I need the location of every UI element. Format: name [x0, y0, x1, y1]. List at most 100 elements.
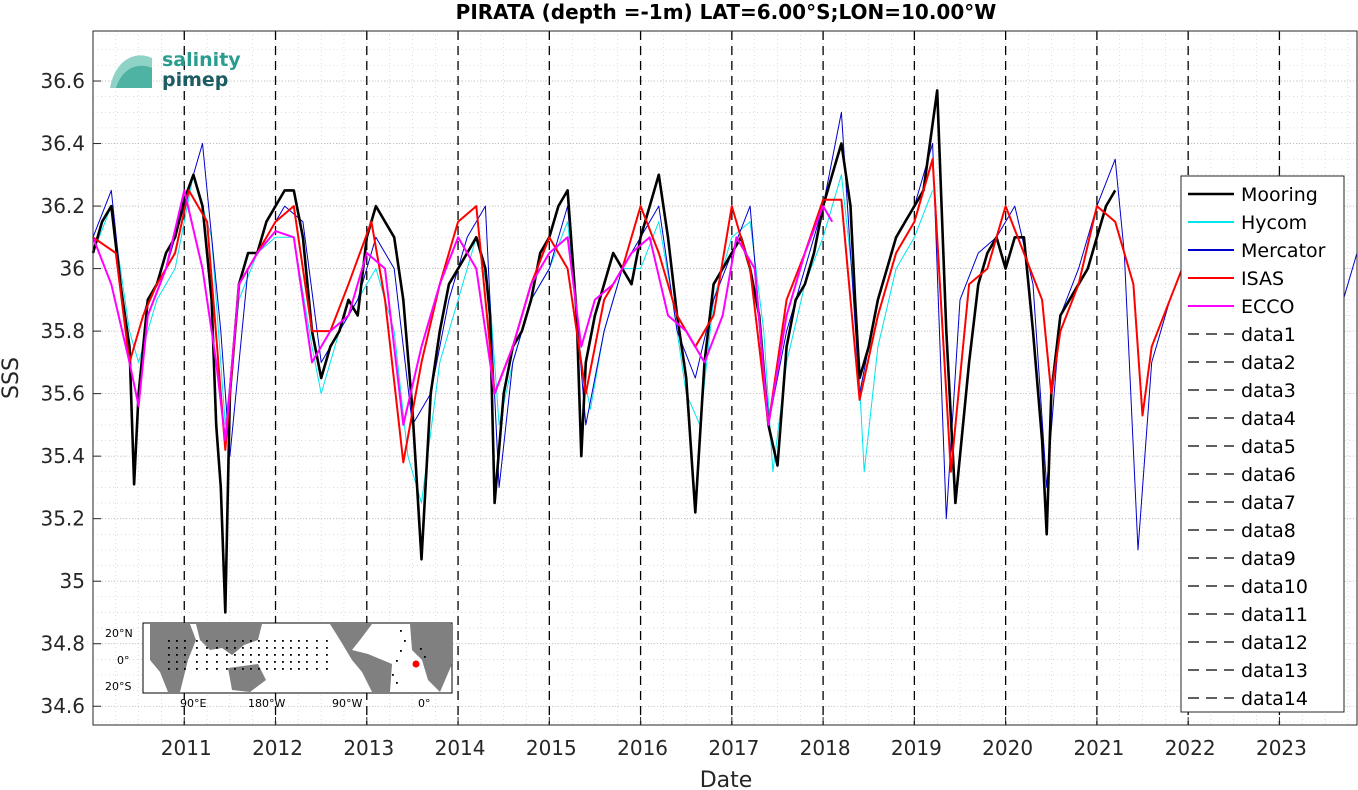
australia-shape: [228, 664, 266, 692]
array-dot: [242, 640, 244, 642]
array-dot: [250, 647, 252, 649]
x-tick-label: 2016: [617, 736, 668, 760]
array-dot: [400, 650, 402, 652]
y-tick-label: 36.2: [40, 194, 85, 218]
inset-lat-label-1: 20°N: [105, 627, 133, 640]
array-dot: [298, 654, 300, 656]
logo-wave-icon-2: [116, 65, 152, 88]
y-tick-label: 35.8: [40, 319, 85, 343]
legend-label: data9: [1241, 548, 1296, 570]
array-dot: [184, 647, 186, 649]
x-tick-label: 2014: [435, 736, 486, 760]
array-dot: [168, 647, 170, 649]
array-dot: [306, 640, 308, 642]
array-dot: [196, 654, 198, 656]
array-dot: [242, 654, 244, 656]
legend-label: Hycom: [1241, 212, 1307, 234]
array-dot: [298, 640, 300, 642]
station-marker: [412, 660, 420, 668]
array-dot: [282, 654, 284, 656]
array-dot: [306, 668, 308, 670]
ticks: 34.6 34.8 35 35.2 35.4 35.6 35.8 36 36.2 36.4 36.6…: [40, 69, 1306, 760]
chart-title: PIRATA (depth =-1m) LAT=6.00°S;LON=10.00…: [456, 0, 997, 24]
legend-label: Mercator: [1241, 240, 1326, 262]
x-tick-label: 2011: [161, 736, 212, 760]
array-dot: [316, 640, 318, 642]
legend-label: data12: [1241, 632, 1308, 654]
array-dot: [282, 640, 284, 642]
legend-label: ISAS: [1241, 268, 1284, 290]
array-dot: [176, 661, 178, 663]
array-dot: [242, 647, 244, 649]
array-dot: [316, 647, 318, 649]
array-dot: [290, 654, 292, 656]
series-group: [91, 89, 1358, 614]
legend-label: data3: [1241, 380, 1296, 402]
array-dot: [234, 668, 236, 670]
array-dot: [226, 647, 228, 649]
array-dot: [184, 654, 186, 656]
array-dot: [266, 647, 268, 649]
array-dot: [234, 661, 236, 663]
array-dot: [274, 647, 276, 649]
array-dot: [298, 668, 300, 670]
array-dot: [326, 668, 328, 670]
array-dot: [216, 661, 218, 663]
array-dot: [168, 661, 170, 663]
array-dot: [316, 654, 318, 656]
plot-frame: [92, 30, 1358, 726]
array-dot: [258, 647, 260, 649]
y-tick-label: 35.6: [40, 382, 85, 406]
array-dot: [282, 647, 284, 649]
array-dot: [404, 640, 406, 642]
array-dot: [226, 654, 228, 656]
legend-label: data13: [1241, 660, 1308, 682]
y-tick-label: 35.2: [40, 507, 85, 531]
array-dot: [258, 640, 260, 642]
array-dot: [266, 668, 268, 670]
y-tick-label: 34.8: [40, 632, 85, 656]
array-dot: [258, 661, 260, 663]
array-dot: [196, 661, 198, 663]
array-dot: [424, 656, 426, 658]
inset-lon-label-1: 90°E: [180, 697, 206, 710]
array-dot: [258, 654, 260, 656]
y-tick-label: 36: [60, 257, 85, 281]
array-dot: [234, 647, 236, 649]
legend: Mooring Hycom Mercator ISAS ECCO data1 data2 da…: [1180, 175, 1345, 713]
legend-label: data6: [1241, 464, 1296, 486]
array-dot: [196, 668, 198, 670]
array-dot: [226, 661, 228, 663]
array-dot: [396, 660, 398, 662]
array-dot: [184, 640, 186, 642]
x-tick-label: 2012: [252, 736, 303, 760]
y-tick-label: 35: [60, 569, 85, 593]
array-dot: [282, 661, 284, 663]
y-tick-label: 36.4: [40, 132, 85, 156]
logo-line2: pimep: [162, 69, 228, 91]
array-dot: [298, 661, 300, 663]
array-dot: [392, 674, 394, 676]
x-tick-label: 2013: [343, 736, 394, 760]
array-dot: [266, 654, 268, 656]
array-dot: [226, 668, 228, 670]
x-axis-label: Date: [700, 768, 753, 790]
series-line-mooring: [91, 89, 1117, 614]
y-tick-label: 34.6: [40, 694, 85, 718]
array-dot: [266, 661, 268, 663]
legend-label: data11: [1241, 604, 1308, 626]
mooring-array-dots: [168, 630, 426, 684]
inset-lat-label-2: 0°: [117, 654, 130, 667]
x-tick-label: 2015: [526, 736, 577, 760]
array-dot: [234, 640, 236, 642]
array-dot: [274, 668, 276, 670]
inset-lon-label-2: 180°W: [248, 697, 285, 710]
array-dot: [316, 661, 318, 663]
array-dot: [326, 647, 328, 649]
legend-label: data4: [1241, 408, 1296, 430]
array-dot: [206, 654, 208, 656]
x-tick-label: 2020: [982, 736, 1033, 760]
array-dot: [196, 647, 198, 649]
array-dot: [250, 661, 252, 663]
